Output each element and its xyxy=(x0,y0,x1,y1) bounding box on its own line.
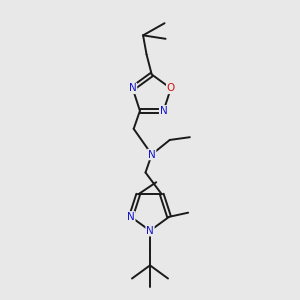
Text: O: O xyxy=(167,83,175,93)
Text: N: N xyxy=(146,226,154,236)
Text: N: N xyxy=(160,106,167,116)
Text: N: N xyxy=(129,83,136,93)
Text: N: N xyxy=(127,212,135,222)
Text: N: N xyxy=(148,149,156,160)
